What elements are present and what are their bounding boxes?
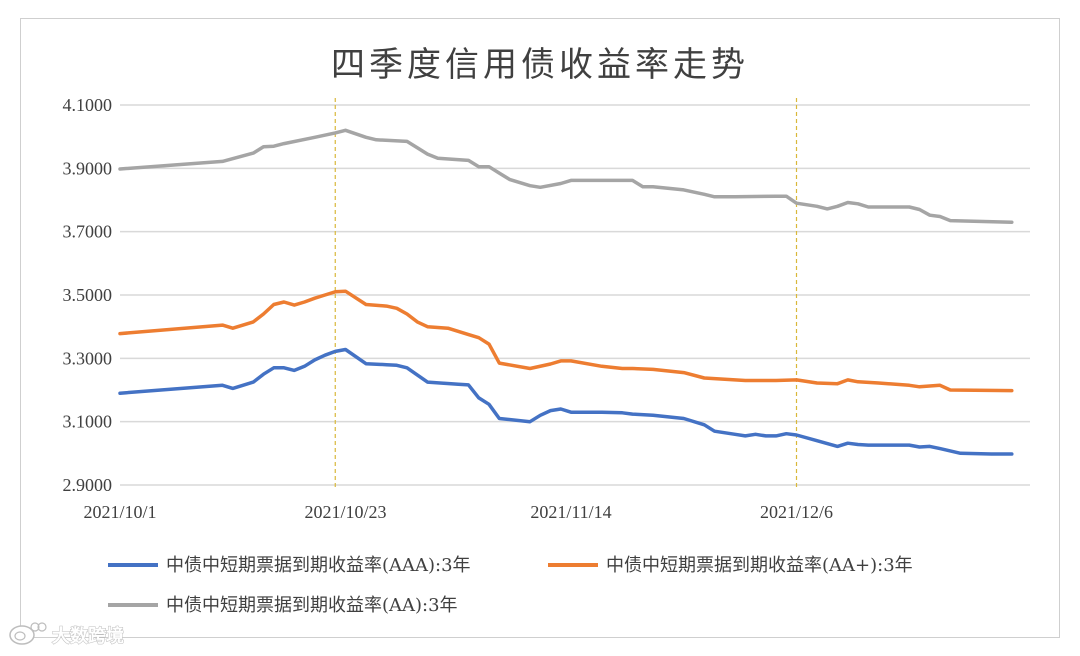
series-lines <box>118 128 1014 456</box>
y-tick-label: 4.1000 <box>63 95 113 115</box>
y-tick-label: 3.9000 <box>63 158 113 178</box>
x-tick-label: 2021/10/1 <box>83 502 156 522</box>
x-axis-ticks: 2021/10/1 2021/10/23 2021/11/14 2021/12/6 <box>83 502 833 522</box>
y-tick-label: 3.1000 <box>63 412 113 432</box>
chart-title: 四季度信用债收益率走势 <box>331 45 749 85</box>
watermark-text: 大数跨境 <box>52 625 124 647</box>
x-tick-label: 2021/10/23 <box>304 502 386 522</box>
y-tick-label: 2.9000 <box>63 475 113 495</box>
series-line-2 <box>118 128 1014 224</box>
x-tick-label: 2021/12/6 <box>760 502 833 522</box>
weibo-icon <box>9 622 47 645</box>
x-tick-label: 2021/11/14 <box>530 502 611 522</box>
legend-label: 中债中短期票据到期收益率(AA):3年 <box>166 595 458 616</box>
y-axis-ticks: 4.1000 3.9000 3.7000 3.5000 3.3000 3.1000 2.90… <box>63 95 113 495</box>
gridlines <box>120 104 1030 486</box>
watermark: 大数跨境 <box>9 622 125 648</box>
legend: 中债中短期票据到期收益率(AAA):3年 中债中短期票据到期收益率(AA+):3年… <box>108 555 913 616</box>
legend-label: 中债中短期票据到期收益率(AA+):3年 <box>606 555 913 576</box>
series-line-1 <box>118 289 1014 393</box>
legend-label: 中债中短期票据到期收益率(AAA):3年 <box>166 555 471 576</box>
vertical-reference-lines <box>334 98 798 490</box>
y-tick-label: 3.5000 <box>63 285 113 305</box>
series-line-0 <box>118 347 1014 456</box>
y-tick-label: 3.3000 <box>63 348 113 368</box>
y-tick-label: 3.7000 <box>63 222 113 242</box>
